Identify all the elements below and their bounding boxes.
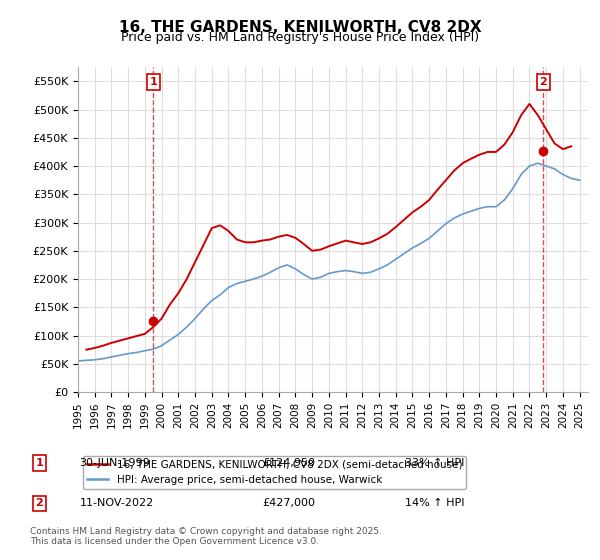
- Text: 1: 1: [35, 458, 43, 468]
- Text: 11-NOV-2022: 11-NOV-2022: [80, 498, 154, 508]
- Text: 30-JUN-1999: 30-JUN-1999: [80, 458, 151, 468]
- Text: £124,950: £124,950: [262, 458, 315, 468]
- Text: Price paid vs. HM Land Registry's House Price Index (HPI): Price paid vs. HM Land Registry's House …: [121, 31, 479, 44]
- Text: Contains HM Land Registry data © Crown copyright and database right 2025.
This d: Contains HM Land Registry data © Crown c…: [30, 526, 382, 546]
- Text: 14% ↑ HPI: 14% ↑ HPI: [406, 498, 465, 508]
- Text: 2: 2: [35, 498, 43, 508]
- Text: 1: 1: [149, 77, 157, 87]
- Text: 33% ↑ HPI: 33% ↑ HPI: [406, 458, 465, 468]
- Text: 2: 2: [539, 77, 547, 87]
- Text: £427,000: £427,000: [262, 498, 315, 508]
- Text: 16, THE GARDENS, KENILWORTH, CV8 2DX: 16, THE GARDENS, KENILWORTH, CV8 2DX: [119, 20, 481, 35]
- Legend: 16, THE GARDENS, KENILWORTH, CV8 2DX (semi-detached house), HPI: Average price, : 16, THE GARDENS, KENILWORTH, CV8 2DX (se…: [83, 456, 466, 489]
